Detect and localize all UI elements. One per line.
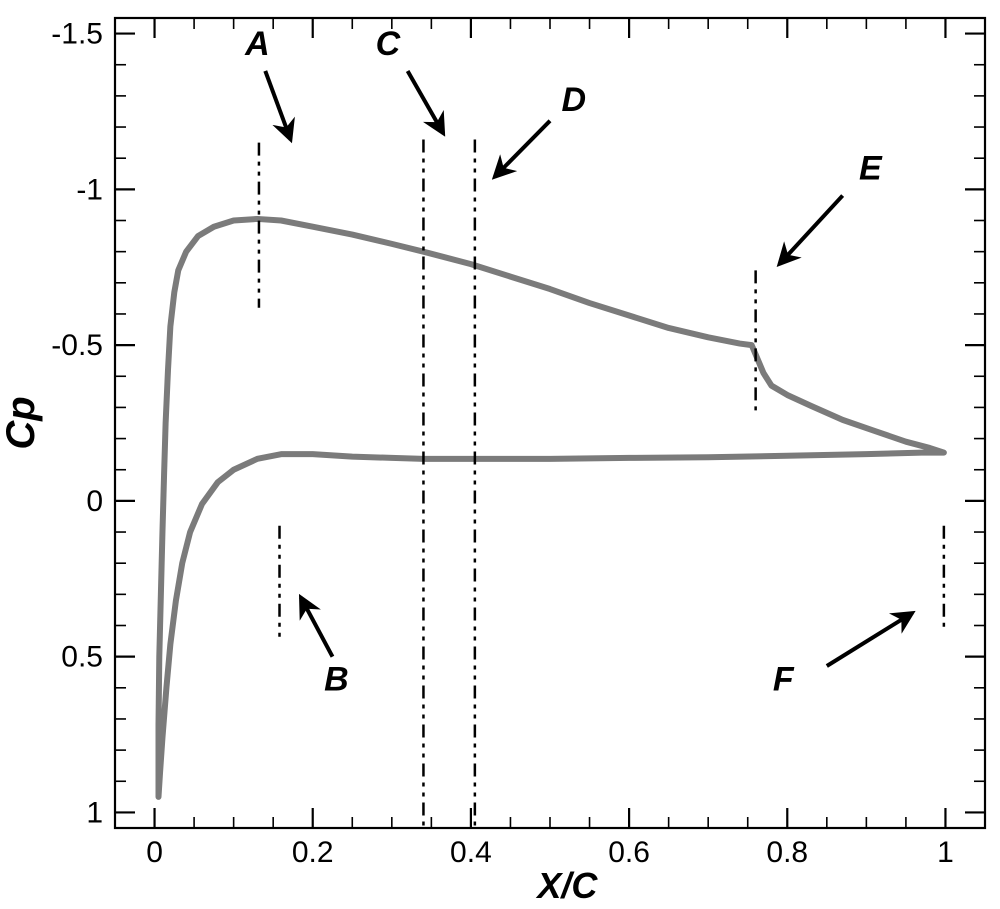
annotation-label-d: D xyxy=(561,81,586,119)
y-tick-label: -0.5 xyxy=(51,329,103,362)
x-tick-label: 0 xyxy=(146,836,163,869)
x-tick-label: 0.6 xyxy=(608,836,650,869)
y-tick-label: -1 xyxy=(76,173,103,206)
x-tick-label: 0.8 xyxy=(766,836,808,869)
annotation-arrow-c xyxy=(408,71,444,133)
annotation-arrow-f xyxy=(827,613,912,666)
x-axis-label: X/C xyxy=(535,865,598,906)
x-ticks: 0 0.2 0.4 0.6 0.8 1 xyxy=(115,18,985,869)
annotation-label-b: B xyxy=(324,661,349,699)
cp-chart: 0 0.2 0.4 0.6 0.8 1 -1.5 -1 -0.5 0 0.5 1 X/C Cp A C D E B F xyxy=(0,0,1000,909)
y-tick-label: -1.5 xyxy=(51,18,103,51)
annotation-arrow-e xyxy=(779,196,842,265)
annotation-arrow-b xyxy=(301,597,333,656)
annotation-arrow-a xyxy=(265,71,290,140)
y-tick-label: 0.5 xyxy=(61,641,103,674)
cp-curve xyxy=(159,219,944,797)
x-tick-label: 0.4 xyxy=(450,836,492,869)
x-tick-label: 1 xyxy=(937,836,954,869)
annotation-label-f: F xyxy=(773,661,795,699)
chart-svg: 0 0.2 0.4 0.6 0.8 1 -1.5 -1 -0.5 0 0.5 1 X/C Cp A C D E B F xyxy=(0,0,1000,909)
y-tick-label: 0 xyxy=(86,485,103,518)
annotation-label-c: C xyxy=(376,25,401,63)
y-axis-label: Cp xyxy=(0,396,43,449)
annotation-arrow-d xyxy=(495,121,550,177)
y-tick-label: 1 xyxy=(86,796,103,829)
x-tick-label: 0.2 xyxy=(292,836,334,869)
annotation-label-a: A xyxy=(244,25,270,63)
annotation-label-e: E xyxy=(859,150,883,188)
